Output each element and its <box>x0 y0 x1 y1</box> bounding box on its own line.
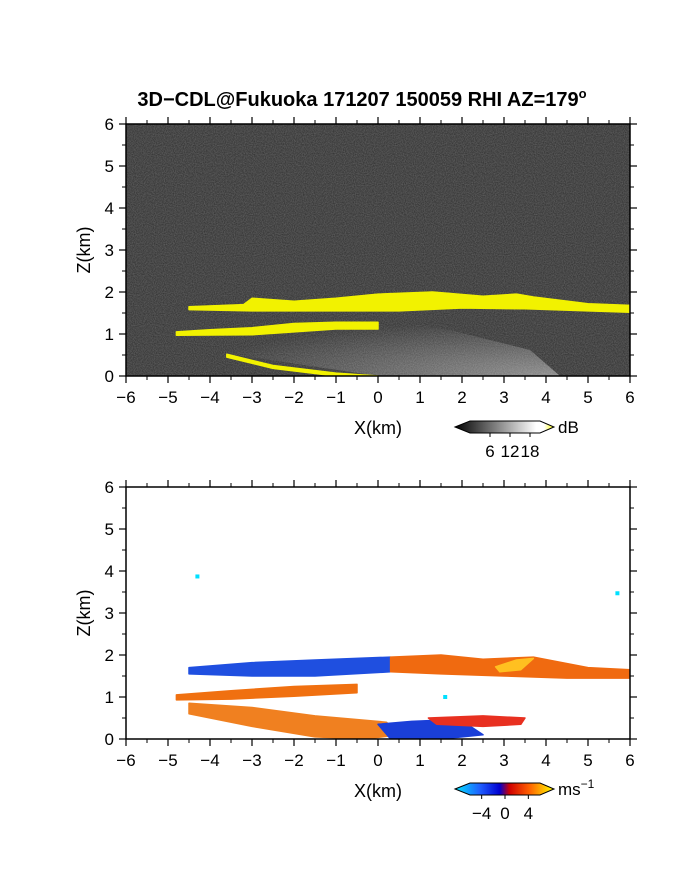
reflectivity-echoes <box>175 291 630 376</box>
velocity-ytick-label: 6 <box>105 478 114 497</box>
velocity-panel: −6 −5 −4 −3 −2 −1 0 1 2 3 4 5 6 0 1 2 3 4 5 6 X(km) Z(km) −… <box>74 478 637 823</box>
velocity-axes: −6 −5 −4 −3 −2 −1 0 1 2 3 4 5 6 0 1 2 3 4 5 6 <box>105 478 637 770</box>
reflectivity-colorbar-ticks: 6 12 18 <box>485 433 539 461</box>
reflectivity-ytick-label: 1 <box>105 325 114 344</box>
velocity-ytick-label: 5 <box>105 520 114 539</box>
reflectivity-ytick-label: 3 <box>105 241 114 260</box>
velocity-echo-3 <box>494 657 535 673</box>
velocity-isolated-points <box>195 574 620 699</box>
velocity-xtick-label: −4 <box>200 751 219 770</box>
reflectivity-colorbar-tick-label: 6 <box>485 442 494 461</box>
reflectivity-ytick-label: 0 <box>105 367 114 386</box>
velocity-xtick-label: −5 <box>158 751 177 770</box>
velocity-xtick-label: −1 <box>326 751 345 770</box>
velocity-ytick-label: 2 <box>105 646 114 665</box>
reflectivity-xtick-label: −4 <box>200 388 219 407</box>
velocity-xtick-label: 3 <box>499 751 508 770</box>
velocity-xtick-label: 5 <box>583 751 592 770</box>
velocity-xtick-label: 0 <box>373 751 382 770</box>
velocity-point-3 <box>443 695 448 699</box>
velocity-ytick-label: 1 <box>105 688 114 707</box>
reflectivity-colorbar: 6 12 18 dB <box>453 418 579 461</box>
velocity-xtick-label: −3 <box>242 751 261 770</box>
reflectivity-echo-2 <box>175 321 379 337</box>
reflectivity-ytick-label: 5 <box>105 157 114 176</box>
velocity-echoes <box>175 654 630 739</box>
reflectivity-xtick-label: −1 <box>326 388 345 407</box>
velocity-plot-background <box>126 487 630 739</box>
reflectivity-colorbar-tick-label: 18 <box>521 442 540 461</box>
velocity-colorbar-unit: ms−1 <box>558 777 595 799</box>
reflectivity-xtick-label: 4 <box>541 388 550 407</box>
velocity-ylabel: Z(km) <box>74 590 94 637</box>
figure-title: 3D−CDL@Fukuoka 171207 150059 RHI AZ=179o <box>137 86 586 111</box>
velocity-xtick-label: 6 <box>625 751 634 770</box>
reflectivity-echo-1 <box>188 291 630 313</box>
velocity-colorbar-ticks: −4 0 4 <box>472 795 533 823</box>
reflectivity-xtick-label: 0 <box>373 388 382 407</box>
reflectivity-axes: −6 −5 −4 −3 −2 −1 0 1 2 3 4 5 6 0 1 2 3 4 5 6 <box>105 115 637 407</box>
velocity-colorbar: −4 0 4 ms−1 <box>453 777 595 823</box>
velocity-ytick-label: 3 <box>105 604 114 623</box>
velocity-xlabel: X(km) <box>354 781 402 801</box>
reflectivity-fan <box>190 320 560 376</box>
velocity-ytick-label: 0 <box>105 730 114 749</box>
velocity-echo-4 <box>175 683 358 701</box>
velocity-echo-5 <box>188 702 400 739</box>
reflectivity-xtick-label: 3 <box>499 388 508 407</box>
velocity-point-2 <box>615 591 620 596</box>
velocity-xtick-label: 1 <box>415 751 424 770</box>
reflectivity-xtick-label: 6 <box>625 388 634 407</box>
reflectivity-echo-3 <box>226 353 379 376</box>
reflectivity-xtick-label: −2 <box>284 388 303 407</box>
reflectivity-colorbar-unit: dB <box>558 418 579 437</box>
velocity-colorbar-tick-label: −4 <box>472 804 491 823</box>
velocity-xtick-label: −6 <box>116 751 135 770</box>
velocity-colorbar-bar <box>453 782 556 796</box>
reflectivity-xtick-label: −3 <box>242 388 261 407</box>
reflectivity-ytick-label: 4 <box>105 199 114 218</box>
reflectivity-ytick-label: 2 <box>105 283 114 302</box>
velocity-colorbar-tick-label: 0 <box>500 804 509 823</box>
velocity-echo-7 <box>427 715 526 728</box>
reflectivity-colorbar-bar <box>453 420 556 434</box>
reflectivity-xtick-label: −5 <box>158 388 177 407</box>
velocity-xtick-label: 2 <box>457 751 466 770</box>
reflectivity-xlabel: X(km) <box>354 418 402 438</box>
velocity-point-1 <box>195 574 200 579</box>
velocity-colorbar-tick-label: 4 <box>524 804 533 823</box>
reflectivity-xtick-label: 1 <box>415 388 424 407</box>
reflectivity-ylabel: Z(km) <box>74 227 94 274</box>
velocity-xtick-label: −2 <box>284 751 303 770</box>
velocity-ytick-label: 4 <box>105 562 114 581</box>
reflectivity-xtick-label: 2 <box>457 388 466 407</box>
reflectivity-xtick-label: 5 <box>583 388 592 407</box>
reflectivity-colorbar-tick-label: 12 <box>501 442 520 461</box>
velocity-xtick-label: 4 <box>541 751 550 770</box>
reflectivity-ytick-label: 6 <box>105 115 114 134</box>
reflectivity-xtick-label: −6 <box>116 388 135 407</box>
